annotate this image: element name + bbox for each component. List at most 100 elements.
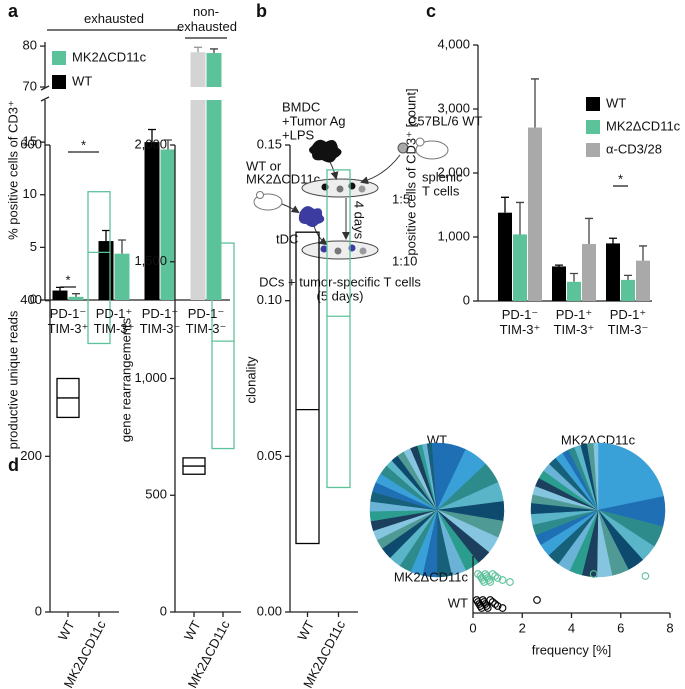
point: [488, 570, 497, 578]
diagram-text: T cells: [422, 183, 460, 198]
point: [506, 578, 514, 586]
point: [498, 576, 507, 584]
bar: [190, 100, 206, 300]
y-tick-label: 4,000: [437, 36, 470, 51]
bar: [52, 290, 68, 300]
pie-slice: [597, 442, 664, 511]
y-tick-label: 1,000: [134, 370, 167, 385]
diagram-text: 4 days: [352, 201, 367, 240]
diagram-text: 1:5: [392, 191, 410, 206]
cell: [336, 185, 344, 193]
legend-label: MK2ΔCD11c: [72, 49, 147, 64]
y-tick-label: 0.05: [257, 448, 282, 463]
error-bar: [624, 274, 632, 280]
box-range: [87, 191, 111, 345]
point: [491, 600, 500, 608]
mouse: [415, 140, 449, 160]
bar: [567, 281, 581, 301]
legend-swatch: [52, 75, 66, 89]
y-axis-label: gene rearrangements: [118, 317, 133, 442]
y-axis-label: clonality: [243, 356, 258, 403]
mouse-ear: [415, 137, 425, 147]
diagram-text: WT or: [246, 158, 282, 173]
legend-label: WT: [606, 95, 626, 110]
point: [486, 596, 495, 604]
error-bar: [210, 48, 218, 54]
arrow: [360, 154, 401, 185]
cell: [358, 185, 366, 193]
x-tick-label: 4: [568, 620, 575, 635]
point: [483, 604, 492, 612]
error-bar: [531, 78, 539, 128]
point: [479, 596, 487, 604]
diagram: BMDC +Tumor Ag +LPS C57BL/6 WT splenic T…: [246, 99, 482, 303]
y-tick-label: 0.15: [257, 136, 282, 151]
group-label: exhausted: [84, 11, 144, 26]
y-tick-label: 70: [23, 78, 37, 93]
y-tick-label: 500: [145, 487, 167, 502]
error-bar: [639, 245, 647, 261]
diagram-text: (5 days): [317, 288, 364, 303]
error-bar: [194, 46, 202, 53]
point: [589, 570, 598, 578]
axis-break: [40, 85, 50, 91]
panel-label: a: [8, 1, 19, 21]
bar: [206, 100, 222, 300]
bar: [552, 266, 566, 301]
y-axis-label: productive unique reads: [5, 310, 20, 449]
x-axis-label: frequency [%]: [532, 642, 612, 657]
bar: [114, 253, 130, 300]
x-tick-label: PD-1⁻ TIM-3⁻: [185, 306, 227, 336]
x-tick-label: PD-1⁺ TIM-3⁻: [607, 307, 649, 337]
y-tick-label: 0.00: [257, 603, 282, 618]
y-tick-label: MK2ΔCD11c: [394, 569, 469, 584]
bmdc-cell: [309, 139, 342, 163]
y-tick-label: 80: [23, 38, 37, 53]
arrow: [281, 203, 300, 214]
point: [498, 604, 507, 612]
error-bar: [148, 128, 156, 143]
y-tick-label: 0: [160, 603, 167, 618]
axis-break: [40, 96, 50, 102]
significance-label: *: [65, 272, 70, 287]
error-bar: [585, 217, 593, 245]
legend-swatch: [586, 120, 600, 134]
y-tick-label: 0: [35, 603, 42, 618]
y-axis-label: positive cells of CD3⁺ [count]: [403, 88, 418, 255]
cell: [334, 247, 342, 255]
x-tick-label: 0: [469, 620, 476, 635]
bar: [582, 244, 596, 301]
x-tick-label: WT: [181, 618, 204, 643]
cell: [320, 245, 328, 253]
point: [481, 570, 490, 578]
x-tick-label: PD-1⁺ TIM-3⁺: [93, 306, 135, 336]
point: [493, 574, 502, 582]
bar: [160, 149, 176, 300]
y-tick-label: 400: [20, 292, 42, 307]
box-range: [211, 242, 235, 450]
t-cell: [397, 142, 409, 154]
diagram-text: 1:10: [392, 253, 417, 268]
y-tick-label: 1,000: [437, 228, 470, 243]
y-tick-label: 3,000: [437, 100, 470, 115]
error-bar: [516, 201, 524, 235]
bar: [98, 241, 114, 300]
x-tick-label: WT: [294, 618, 317, 643]
diagram-text: MK2ΔCD11c: [246, 171, 321, 186]
significance-label: *: [81, 137, 86, 152]
point: [533, 596, 541, 604]
legend-label: MK2ΔCD11c: [606, 118, 681, 133]
y-tick-label: 200: [20, 448, 42, 463]
legend-label: WT: [72, 73, 92, 88]
error-bar: [118, 239, 126, 254]
pie-slice: [593, 442, 599, 511]
bar: [528, 127, 542, 301]
y-tick-label: 600: [20, 136, 42, 151]
bar: [621, 279, 635, 301]
bar: [68, 296, 84, 300]
bar: [144, 142, 160, 300]
y-tick-label: 0.10: [257, 292, 282, 307]
point: [482, 602, 491, 610]
error-bar: [609, 237, 617, 244]
